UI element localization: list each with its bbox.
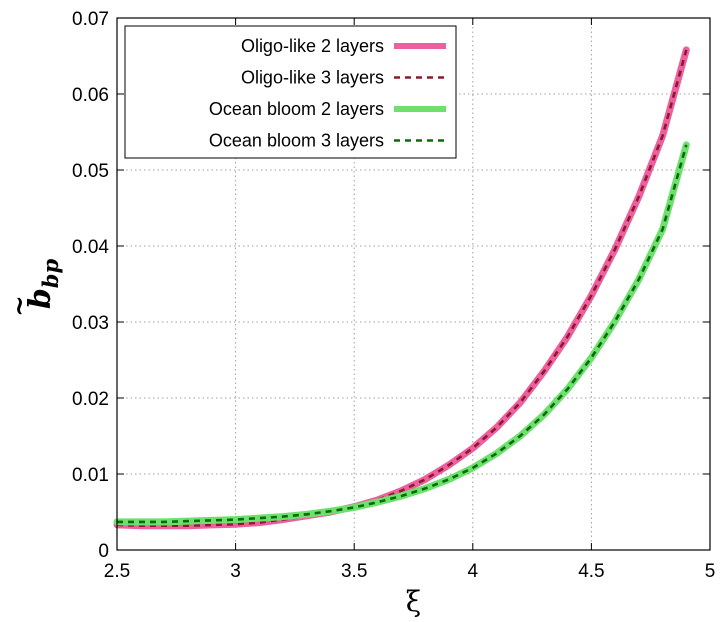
series-line-3 [113, 141, 690, 526]
series-layer [113, 46, 690, 530]
y-axis-title-base: b [23, 288, 58, 309]
grid-layer [117, 18, 710, 550]
legend: Oligo-like 2 layers Oligo-like 3 layers Oc… [124, 25, 457, 159]
y-tick-label: 0 [98, 541, 109, 562]
y-tick-label: 0.04 [72, 237, 109, 258]
series-line-2 [116, 49, 688, 528]
legend-label: Oligo-like 3 layers [241, 68, 384, 88]
y-tick-label: 0.02 [72, 389, 109, 410]
x-tick-label: 5 [705, 561, 716, 582]
x-tick-label: 4.5 [578, 561, 604, 582]
y-tick-label: 0.05 [72, 161, 109, 182]
y-axis-title: bbp [23, 259, 63, 310]
y-tick-label: 0.06 [72, 85, 109, 106]
legend-label: Ocean bloom 3 layers [209, 131, 384, 151]
x-tick-label: 4 [468, 561, 479, 582]
y-tick-label: 0.07 [72, 9, 109, 30]
legend-label: Oligo-like 2 layers [241, 36, 384, 56]
series-line-4 [117, 144, 688, 524]
y-axis-title-tilde: ~ [5, 295, 35, 317]
x-tick-label: 3 [230, 561, 241, 582]
plot-frame [116, 17, 711, 551]
tick-layer: 2.5 3 3.5 4 4.5 5 0 0.01 0.02 0.03 0.04 0.05 0.06 0.0… [72, 9, 715, 582]
x-tick-label: 2.5 [104, 561, 130, 582]
x-axis-title: ξ [406, 585, 421, 618]
legend-label: Ocean bloom 2 layers [209, 99, 384, 119]
x-tick-label: 3.5 [341, 561, 367, 582]
y-axis-title-subscript: bp [38, 259, 63, 289]
y-tick-label: 0.01 [72, 465, 109, 486]
y-tick-label: 0.03 [72, 313, 109, 334]
